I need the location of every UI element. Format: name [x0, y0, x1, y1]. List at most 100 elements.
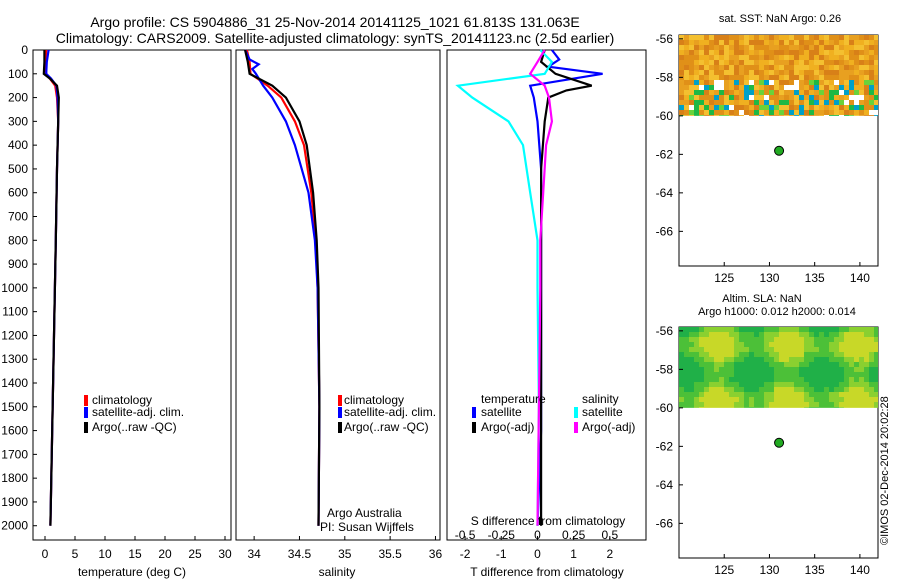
map-cell	[779, 75, 784, 80]
map-cell	[859, 75, 864, 80]
map-cell	[829, 80, 834, 85]
map-cell	[804, 372, 809, 377]
map-cell	[874, 402, 878, 407]
map-cell	[804, 387, 809, 392]
map-cell	[774, 55, 779, 60]
map-cell	[759, 35, 764, 40]
map-cell	[874, 40, 878, 45]
map-cell	[874, 80, 878, 85]
map-cell	[829, 85, 834, 90]
map-cell	[724, 100, 729, 105]
map-cell	[859, 60, 864, 65]
map-cell	[834, 392, 839, 397]
map-cell	[739, 95, 744, 100]
map-cell	[749, 40, 754, 45]
map-cell	[844, 40, 849, 45]
map-cell	[784, 35, 789, 40]
map-cell	[719, 115, 724, 116]
map-cell	[679, 352, 684, 357]
map-cell	[764, 115, 769, 116]
t-difference-label: T difference from climatology	[470, 565, 624, 579]
map-cell	[744, 332, 749, 337]
map-cell	[714, 115, 719, 116]
map-cell	[849, 35, 854, 40]
map-cell	[789, 90, 794, 95]
map-cell	[829, 392, 834, 397]
map-cell	[719, 110, 724, 115]
map-cell	[704, 402, 709, 407]
map-cell	[684, 85, 689, 90]
map-cell	[769, 65, 774, 70]
map-cell	[719, 40, 724, 45]
map-cell	[784, 90, 789, 95]
map-cell	[784, 377, 789, 382]
map-cell	[794, 55, 799, 60]
map-cell	[759, 80, 764, 85]
map-cell	[864, 50, 869, 55]
map-cell	[749, 342, 754, 347]
map-cell	[714, 40, 719, 45]
map-cell	[794, 115, 799, 116]
map-cell	[714, 337, 719, 342]
map-cell	[759, 337, 764, 342]
map-cell	[819, 377, 824, 382]
map-cell	[789, 45, 794, 50]
map-cell	[859, 377, 864, 382]
map-cell	[869, 115, 874, 116]
map-cell	[784, 397, 789, 402]
salinity-tick-labels: 34 34.5 35 35.5 36	[247, 536, 442, 561]
map-cell	[704, 55, 709, 60]
map-cell	[804, 110, 809, 115]
map-cell	[839, 392, 844, 397]
map-cell	[864, 397, 869, 402]
map-cell	[699, 35, 704, 40]
map-cell	[689, 95, 694, 100]
map-cell	[874, 407, 878, 408]
map-cell	[774, 115, 779, 116]
map-cell	[769, 382, 774, 387]
map-cell	[874, 90, 878, 95]
map-cell	[689, 60, 694, 65]
map-cell	[844, 387, 849, 392]
map-cell	[844, 362, 849, 367]
map-cell	[844, 70, 849, 75]
map-cell	[804, 392, 809, 397]
map-cell	[714, 55, 719, 60]
map-cell	[784, 65, 789, 70]
map-cell	[774, 65, 779, 70]
map-cell	[799, 327, 804, 332]
map-cell	[734, 35, 739, 40]
map-cell	[714, 397, 719, 402]
map-cell	[844, 35, 849, 40]
map-cell	[789, 357, 794, 362]
map-cell	[694, 392, 699, 397]
map-cell	[784, 75, 789, 80]
map-cell	[849, 332, 854, 337]
map-cell	[839, 50, 844, 55]
map-cell	[824, 337, 829, 342]
map-cell	[874, 100, 878, 105]
map-cell	[829, 65, 834, 70]
map-cell	[734, 392, 739, 397]
map-cell	[739, 382, 744, 387]
map-cell	[854, 327, 859, 332]
map-cell	[829, 50, 834, 55]
map-cell	[774, 80, 779, 85]
map-cell	[869, 402, 874, 407]
map-cell	[709, 95, 714, 100]
map-cell	[864, 347, 869, 352]
map-cell	[789, 327, 794, 332]
map-cell	[724, 362, 729, 367]
map-cell	[719, 362, 724, 367]
map-cell	[839, 342, 844, 347]
map-cell	[834, 60, 839, 65]
map-cell	[819, 372, 824, 377]
map-cell	[799, 387, 804, 392]
map-cell	[749, 372, 754, 377]
map-cell	[679, 402, 684, 407]
map-cell	[814, 110, 819, 115]
map-cell	[844, 407, 849, 408]
map-cell	[839, 45, 844, 50]
map-cell	[709, 55, 714, 60]
